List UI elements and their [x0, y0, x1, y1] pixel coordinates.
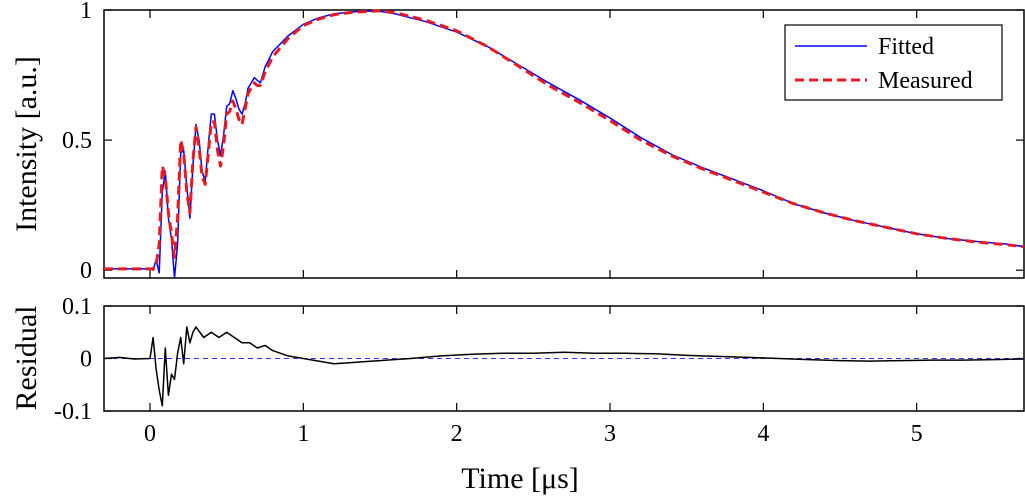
- time-xtick-label: 5: [911, 421, 923, 447]
- intensity-plot-frame: [103, 9, 1025, 279]
- residual-panel: -0.1 0 0.1 0 1 2 3 4 5 Residual Time [μs]: [10, 294, 1025, 495]
- legend-box: [784, 24, 1003, 101]
- time-xtick-label: 1: [297, 421, 309, 447]
- intensity-ytick-label: 0: [80, 258, 92, 284]
- time-xlabel: Time [μs]: [461, 462, 579, 495]
- residual-yticks: -0.1 0 0.1: [54, 294, 1024, 425]
- intensity-series: [104, 9, 1025, 279]
- residual-ylabel: Residual: [10, 306, 43, 411]
- intensity-ytick-label: 0.5: [62, 128, 92, 154]
- intensity-yticks: 00.51: [62, 0, 1024, 284]
- legend-measured-label: Measured: [878, 68, 973, 94]
- residual-ytick-label: -0.1: [54, 399, 92, 425]
- intensity-xticks: [149, 10, 918, 278]
- residual-series: [103, 326, 1025, 407]
- intensity-ytick-label: 1: [80, 0, 92, 24]
- residual-series-line: [103, 326, 1025, 407]
- time-xtick-label: 4: [757, 421, 769, 447]
- time-xtick-label: 0: [144, 421, 156, 447]
- intensity-series-fitted: [104, 10, 1025, 279]
- residual-xticks: 0 1 2 3 4 5: [144, 306, 923, 447]
- residual-ytick-label: 0.1: [62, 294, 92, 320]
- legend: Fitted Measured: [784, 24, 1003, 101]
- time-xtick-label: 3: [604, 421, 616, 447]
- intensity-panel: 00.51 Intensity [a.u.] Fitted Measured: [10, 0, 1025, 284]
- intensity-ylabel: Intensity [a.u.]: [10, 56, 43, 232]
- residual-ytick-label: 0: [80, 347, 92, 373]
- time-xtick-label: 2: [451, 421, 463, 447]
- intensity-series-measured: [104, 9, 1025, 271]
- legend-fitted-label: Fitted: [878, 34, 934, 60]
